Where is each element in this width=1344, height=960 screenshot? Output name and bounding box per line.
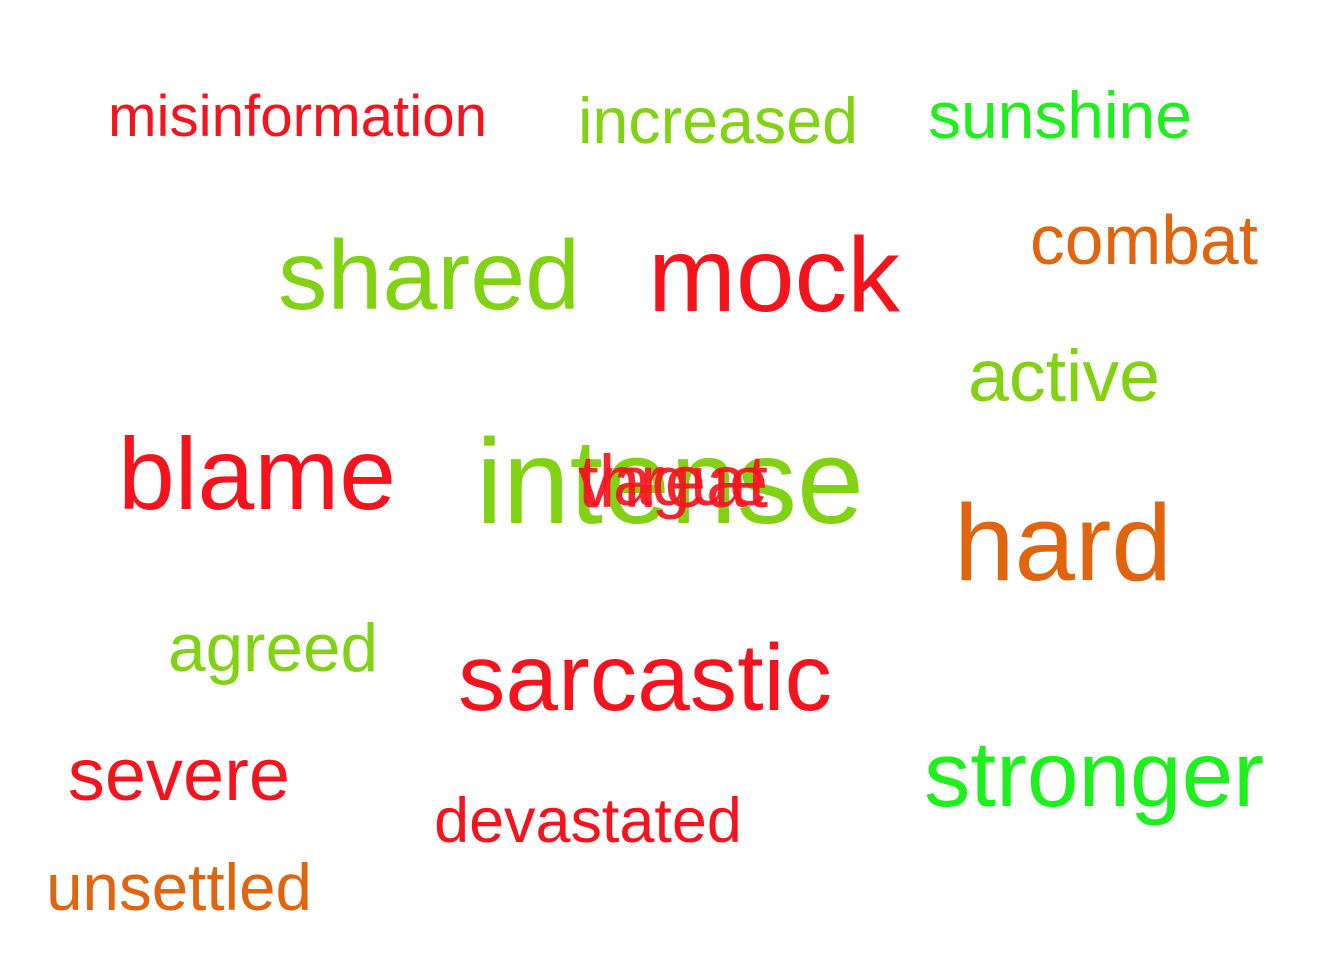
word-devastated: devastated <box>434 785 742 856</box>
word-mock: mock <box>648 216 901 335</box>
word-severe: severe <box>67 733 290 816</box>
word-vague: vague <box>578 442 768 521</box>
word-shared: shared <box>278 219 581 330</box>
word-threat: threat <box>578 439 768 523</box>
word-unsettled: unsettled <box>46 851 312 925</box>
word-intense: intense <box>476 414 864 549</box>
word-misinformation: misinformation <box>108 83 488 149</box>
word-sarcastic: sarcastic <box>458 624 833 731</box>
word-combat: combat <box>1030 201 1258 280</box>
word-sunshine: sunshine <box>928 78 1192 152</box>
word-active: active <box>968 334 1161 418</box>
word-hard: hard <box>954 481 1172 604</box>
word-stronger: stronger <box>924 721 1265 826</box>
word-agreed: agreed <box>168 611 378 687</box>
word-blame: blame <box>118 417 397 531</box>
word-increased: increased <box>578 84 859 157</box>
